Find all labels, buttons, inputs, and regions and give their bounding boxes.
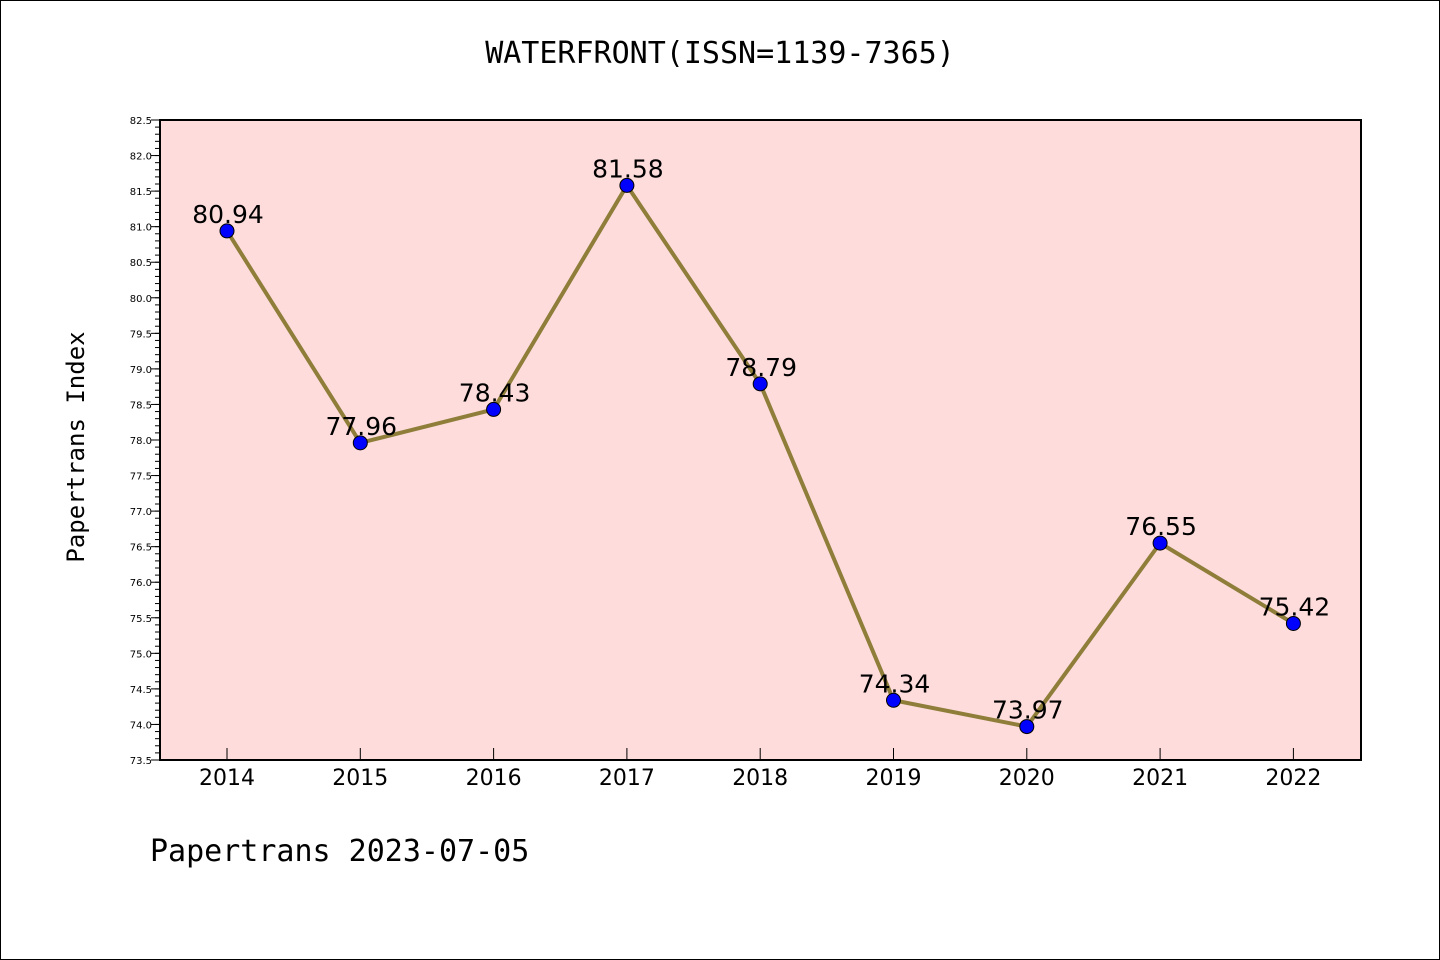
data-point bbox=[886, 692, 901, 708]
y-tick-label: 81.5 bbox=[130, 187, 152, 198]
y-tick-label: 78.5 bbox=[130, 400, 152, 411]
y-tick-label: 74.5 bbox=[130, 685, 152, 696]
x-tick-label: 2018 bbox=[732, 766, 788, 791]
data-label: 73.97 bbox=[992, 696, 1064, 725]
plot-border bbox=[159, 119, 1362, 761]
x-tick-label: 2014 bbox=[199, 766, 255, 791]
data-point bbox=[352, 435, 368, 451]
y-tick-label: 78.0 bbox=[130, 436, 152, 447]
x-tick-label: 2020 bbox=[999, 766, 1055, 791]
chart-title: WATERFRONT(ISSN=1139-7365) bbox=[485, 36, 955, 71]
data-point bbox=[752, 376, 768, 392]
y-tick-label: 73.5 bbox=[130, 756, 152, 767]
data-label: 78.43 bbox=[459, 378, 531, 407]
x-tick-label: 2022 bbox=[1265, 766, 1321, 791]
y-tick-label: 75.5 bbox=[130, 614, 152, 625]
x-tick-label: 2019 bbox=[866, 766, 922, 791]
data-label: 74.34 bbox=[859, 669, 931, 698]
y-tick-label: 80.5 bbox=[130, 258, 152, 269]
y-tick-label: 82.5 bbox=[130, 116, 152, 127]
data-point bbox=[486, 401, 502, 417]
y-tick-label: 77.0 bbox=[130, 507, 152, 518]
y-tick-label: 76.0 bbox=[130, 578, 152, 589]
data-point bbox=[1019, 719, 1035, 735]
y-tick-label: 77.5 bbox=[130, 472, 152, 483]
data-point bbox=[619, 177, 635, 193]
data-labels: 80.94 77.96 78.43 81.58 78.79 74.34 73.97 76.55… bbox=[192, 154, 1330, 724]
data-label: 77.96 bbox=[326, 412, 398, 441]
footer-note: Papertrans 2023-07-05 bbox=[150, 834, 530, 869]
data-point bbox=[1285, 615, 1301, 631]
data-label: 75.42 bbox=[1259, 592, 1331, 621]
y-tick-label: 75.0 bbox=[130, 649, 152, 660]
y-tick-label: 82.0 bbox=[130, 152, 152, 163]
y-tick-label: 80.0 bbox=[130, 294, 152, 305]
data-label: 76.55 bbox=[1125, 512, 1197, 541]
data-point bbox=[1152, 535, 1168, 551]
y-tick-label: 81.0 bbox=[130, 223, 152, 234]
x-tick-label: 2021 bbox=[1132, 766, 1188, 791]
series-markers bbox=[219, 177, 1301, 735]
x-tick-label: 2016 bbox=[466, 766, 522, 791]
data-label: 78.79 bbox=[725, 353, 797, 382]
data-label: 80.94 bbox=[192, 200, 264, 229]
y-axis: 73.5 74.0 74.5 75.0 75.5 76.0 76.5 77.0 77.5 78.0… bbox=[130, 116, 160, 767]
x-tick-label: 2015 bbox=[332, 766, 388, 791]
y-tick-label: 79.5 bbox=[130, 329, 152, 340]
x-tick-label: 2017 bbox=[599, 766, 655, 791]
data-point bbox=[219, 223, 235, 239]
y-tick-label: 76.5 bbox=[130, 543, 152, 554]
x-axis: 2014 2015 2016 2017 2018 2019 2020 2021 2022 bbox=[199, 748, 1321, 791]
y-tick-label: 79.0 bbox=[130, 365, 152, 376]
y-tick-label: 74.0 bbox=[130, 720, 152, 731]
data-label: 81.58 bbox=[592, 154, 664, 183]
